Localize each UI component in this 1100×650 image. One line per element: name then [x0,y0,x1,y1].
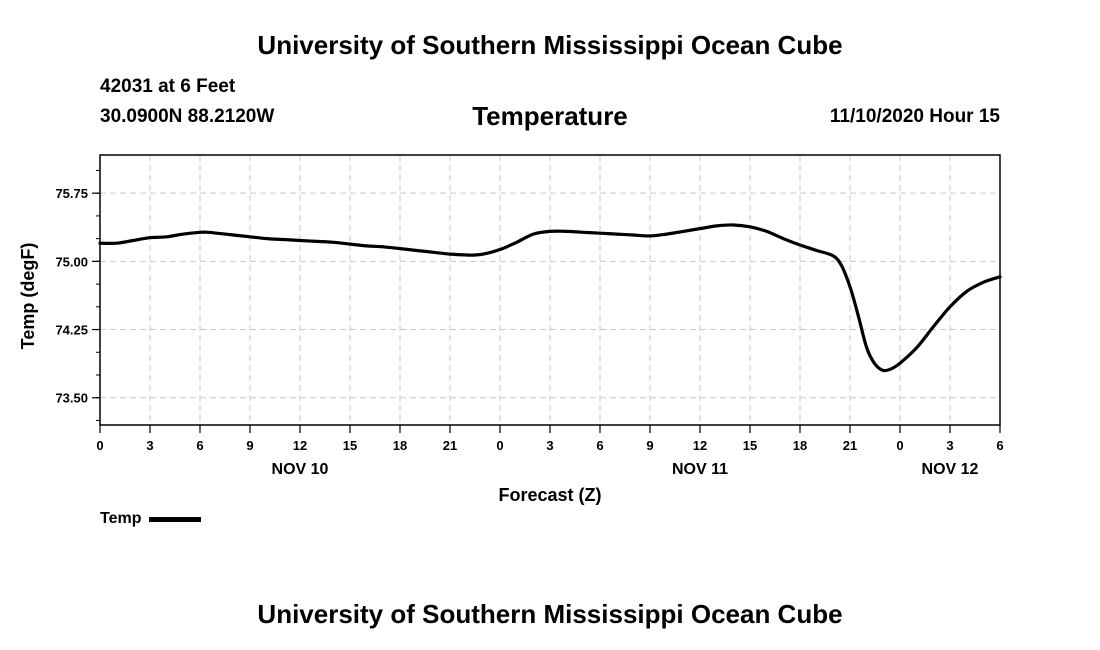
series-line-temp [98,223,1002,373]
x-tick-label: 0 [96,438,103,453]
date-label: NOV 12 [922,461,979,478]
date-label: NOV 11 [672,461,728,478]
x-tick-label: 9 [246,438,253,453]
legend: Temp [100,510,202,528]
x-tick-label: 3 [146,438,153,453]
grid-lines [100,155,1000,425]
y-tick-label: 74.25 [55,323,88,338]
y-axis-title: Temp (degF) [18,243,38,350]
plot-frame [99,154,1001,426]
x-tick-label: 9 [646,438,653,453]
y-tick-label: 75.75 [55,186,88,201]
x-tick-label: 6 [196,438,203,453]
series-layer [98,223,1002,373]
y-tick-label: 73.50 [55,391,88,406]
y-tick-label: 75.00 [55,254,88,269]
x-axis-title: Forecast (Z) [498,485,601,505]
tick-labels: 0 3 6 9 12 15 18 21 0 3 6 9 12 15 18 21 0 3 6 73.50 74.25 75.… [55,186,1003,478]
legend-swatch-temp [149,516,202,522]
x-tick-label: 0 [896,438,903,453]
date-label: NOV 10 [272,461,329,478]
x-tick-label: 12 [693,438,707,453]
axis-ticks [92,169,1001,433]
x-tick-label: 6 [596,438,603,453]
chart-title: Temperature [472,101,628,131]
x-tick-label: 15 [343,438,357,453]
x-tick-label: 21 [843,438,857,453]
x-tick-label: 6 [996,438,1003,453]
x-tick-label: 18 [793,438,807,453]
x-tick-label: 3 [546,438,553,453]
coordinates-label: 30.0900N 88.2120W [100,106,275,127]
x-tick-label: 15 [743,438,757,453]
x-tick-label: 21 [443,438,457,453]
station-label: 42031 at 6 Feet [100,76,236,97]
x-tick-label: 18 [393,438,407,453]
datetime-label: 11/10/2020 Hour 15 [829,106,1000,127]
x-tick-label: 0 [496,438,503,453]
x-tick-label: 12 [293,438,307,453]
page-title-bottom: University of Southern Mississippi Ocean… [257,599,843,629]
page-title-top: University of Southern Mississippi Ocean… [257,30,843,60]
x-tick-label: 3 [946,438,953,453]
legend-label-temp: Temp [100,510,142,527]
